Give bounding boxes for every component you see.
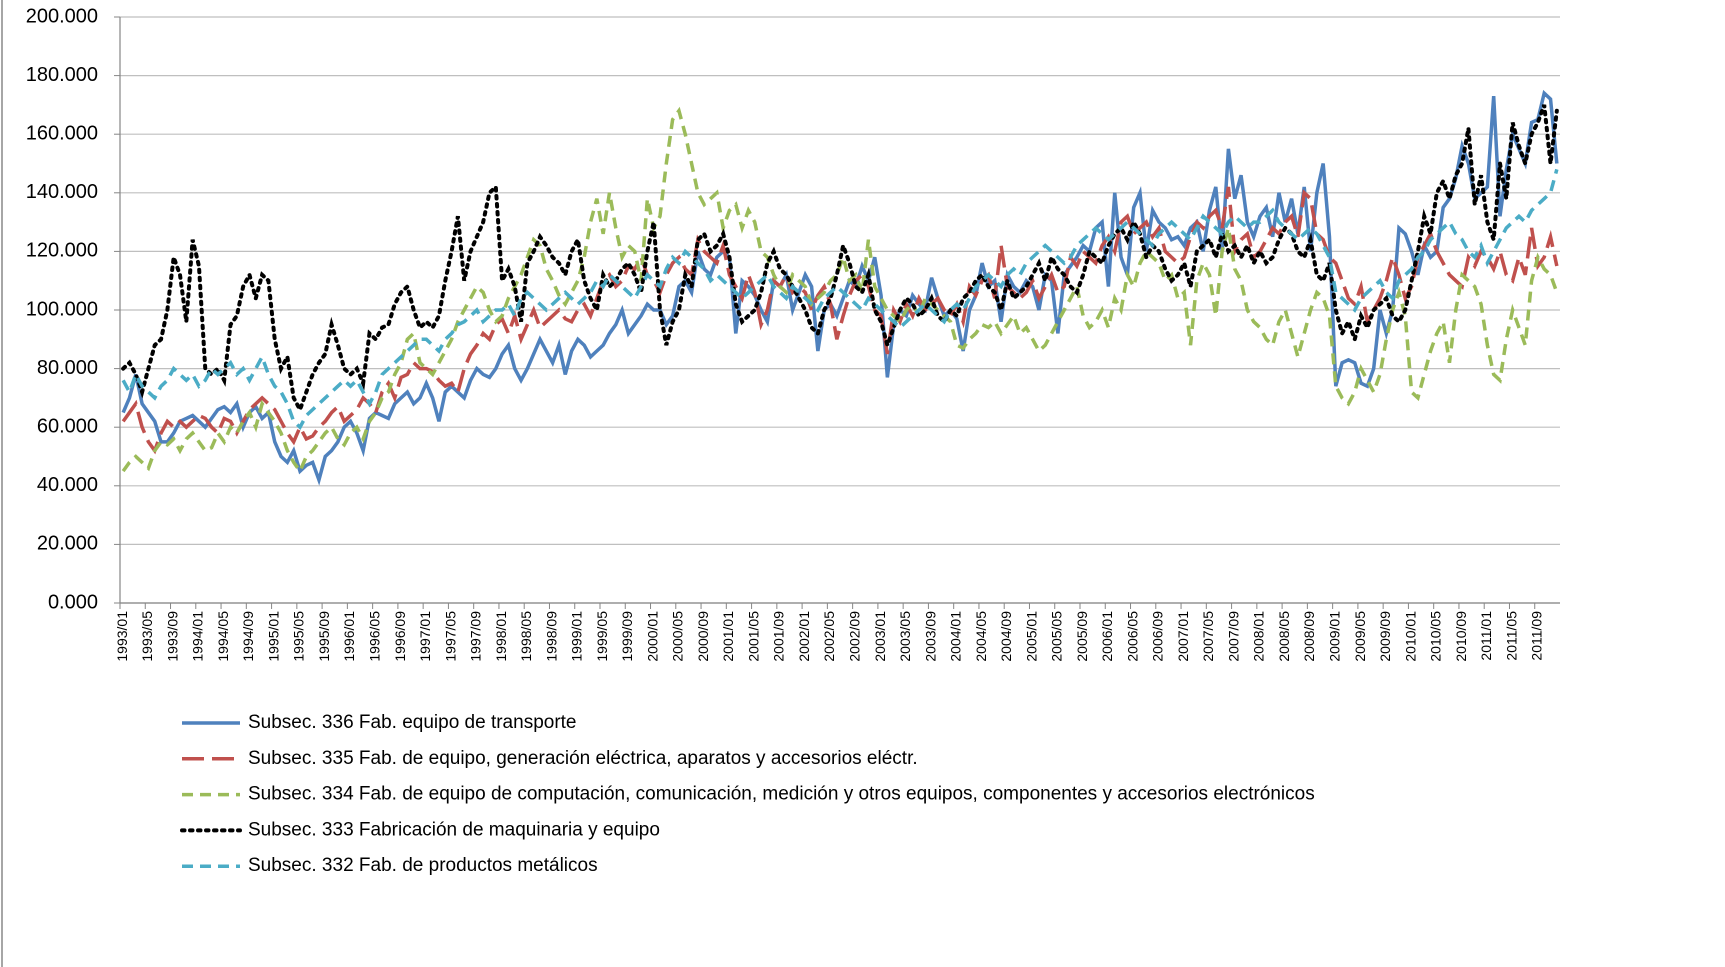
x-tick-label: 2005/09	[1074, 611, 1090, 662]
x-tick-label: 1996/01	[341, 611, 357, 662]
x-tick-label: 1998/09	[543, 611, 559, 662]
x-tick-label: 2007/01	[1175, 611, 1191, 662]
x-tick-label: 2003/05	[897, 611, 913, 662]
y-tick-label: 140.000	[26, 181, 98, 203]
x-tick-label: 1993/09	[164, 611, 180, 662]
legend-label: Subsec. 333 Fabricación de maquinaria y …	[248, 819, 660, 840]
x-tick-label: 2011/05	[1503, 611, 1519, 661]
series-line	[121, 104, 1559, 415]
y-tick-label: 100.000	[26, 298, 98, 320]
legend-label: Subsec. 335 Fab. de equipo, generación e…	[248, 748, 918, 769]
y-tick-label: 120.000	[26, 240, 98, 262]
legend-label: Subsec. 336 Fab. equipo de transporte	[248, 712, 577, 733]
x-tick-label: 1994/05	[215, 611, 231, 662]
x-tick-label: 1998/01	[493, 611, 509, 662]
x-tick-label: 1993/05	[139, 611, 155, 662]
y-tick-label: 200.000	[26, 5, 98, 27]
x-tick-label: 2010/09	[1453, 611, 1469, 662]
x-tick-label: 2002/05	[821, 611, 837, 662]
y-tick-label: 160.000	[26, 122, 98, 144]
legend-label: Subsec. 334 Fab. de equipo de computació…	[248, 784, 1315, 805]
y-tick-label: 180.000	[26, 64, 98, 86]
x-tick-label: 2008/09	[1301, 611, 1317, 662]
x-tick-label: 1999/05	[594, 611, 610, 662]
x-tick-label: 1998/05	[518, 611, 534, 662]
x-tick-label: 1994/09	[240, 611, 256, 662]
x-tick-label: 2008/05	[1276, 611, 1292, 662]
series-line	[121, 89, 1559, 486]
y-tick-label: 60.000	[37, 415, 98, 437]
x-tick-label: 2003/09	[922, 611, 938, 662]
x-tick-label: 1993/01	[114, 611, 130, 662]
x-tick-label: 2003/01	[872, 611, 888, 662]
x-tick-label: 2000/09	[695, 611, 711, 662]
x-tick-label: 2000/05	[670, 611, 686, 662]
x-tick-label: 2004/09	[998, 611, 1014, 662]
x-tick-label: 2009/09	[1377, 611, 1393, 662]
x-tick-label: 1996/05	[366, 611, 382, 662]
y-tick-label: 20.000	[37, 533, 98, 555]
x-tick-label: 2009/05	[1352, 611, 1368, 662]
series-line	[121, 186, 1559, 455]
series-line	[121, 168, 1559, 431]
x-tick-label: 2010/05	[1428, 611, 1444, 662]
x-tick-label: 2006/05	[1124, 611, 1140, 662]
x-tick-label: 2008/01	[1251, 611, 1267, 662]
x-tick-label: 2011/09	[1529, 611, 1545, 661]
x-tick-label: 2011/01	[1478, 611, 1494, 661]
y-tick-label: 0.000	[48, 591, 98, 613]
x-tick-label: 1997/05	[442, 611, 458, 662]
y-tick-label: 40.000	[37, 474, 98, 496]
x-tick-label: 2000/01	[644, 611, 660, 662]
x-tick-label: 1995/09	[316, 611, 332, 662]
x-tick-label: 2006/09	[1150, 611, 1166, 662]
x-tick-label: 2004/01	[948, 611, 964, 662]
x-tick-label: 2001/01	[720, 611, 736, 662]
x-tick-label: 2010/01	[1402, 611, 1418, 662]
x-tick-label: 2002/01	[796, 611, 812, 662]
x-tick-label: 2006/01	[1099, 611, 1115, 662]
x-tick-label: 1999/01	[569, 611, 585, 662]
legend-label: Subsec. 332 Fab. de productos metálicos	[248, 855, 598, 876]
x-tick-label: 1999/09	[619, 611, 635, 662]
x-tick-label: 1995/05	[291, 611, 307, 662]
x-tick-label: 2007/05	[1200, 611, 1216, 662]
x-tick-label: 2001/05	[745, 611, 761, 662]
x-tick-label: 1997/01	[417, 611, 433, 662]
x-tick-label: 1997/09	[468, 611, 484, 662]
x-tick-label: 2005/05	[1049, 611, 1065, 662]
x-tick-label: 1996/09	[392, 611, 408, 662]
x-tick-label: 2002/09	[846, 611, 862, 662]
x-tick-label: 2004/05	[973, 611, 989, 662]
x-tick-label: 1995/01	[265, 611, 281, 662]
y-tick-label: 80.000	[37, 357, 98, 379]
x-tick-label: 1994/01	[190, 611, 206, 662]
x-tick-label: 2009/01	[1326, 611, 1342, 662]
x-tick-label: 2001/09	[771, 611, 787, 662]
x-tick-label: 2007/09	[1225, 611, 1241, 662]
x-tick-label: 2005/01	[1023, 611, 1039, 662]
